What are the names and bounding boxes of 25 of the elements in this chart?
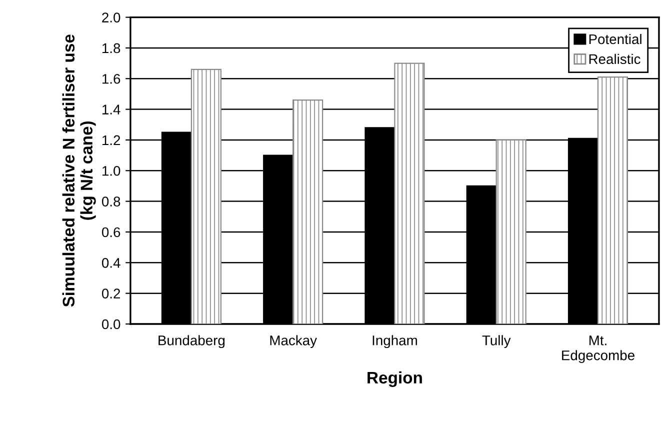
bar	[496, 139, 526, 324]
y-tick-label: 2.0	[102, 12, 120, 22]
y-axis-title: Simuulated relative N fertiliser use (kg N/t cane)	[62, 34, 96, 307]
x-tick-label: Mt. Edgecombe	[562, 336, 634, 364]
x-tick-label: Ingham	[372, 335, 417, 348]
x-tick-label: Tully	[482, 335, 511, 348]
x-tick-label: Bundaberg	[158, 335, 225, 348]
legend-label: Potential	[589, 34, 642, 44]
y-tick-label: 0.6	[102, 227, 120, 238]
y-tick-label: 0.8	[102, 196, 120, 206]
x-axis-title: Region	[368, 371, 422, 387]
bar	[190, 68, 222, 324]
y-tick-label: 0.2	[102, 288, 120, 298]
y-tick-label: 1.8	[102, 43, 120, 54]
y-tick-label: 1.2	[102, 135, 120, 145]
y-tick-label: 1.6	[102, 74, 120, 84]
y-tick-label: 1.0	[102, 166, 120, 176]
bar	[394, 62, 425, 324]
bar	[597, 76, 628, 324]
y-tick-label: 0.4	[102, 258, 120, 268]
legend-label: Realistic	[589, 54, 640, 64]
y-tick-label: 0.0	[102, 319, 120, 330]
bar	[292, 100, 324, 324]
y-tick-label: 1.4	[102, 104, 120, 114]
x-tick-label: Mackay	[270, 335, 317, 348]
